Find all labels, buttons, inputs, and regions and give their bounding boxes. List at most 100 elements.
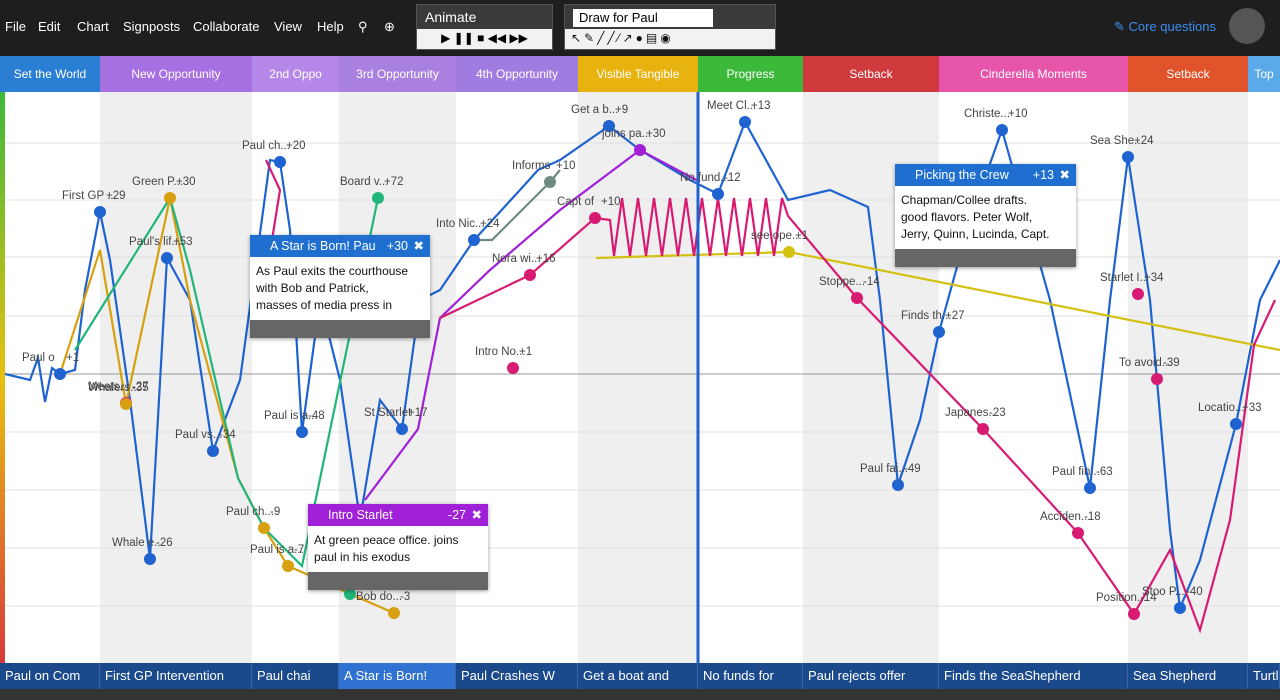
- menu-item[interactable]: Help: [317, 19, 344, 34]
- signpost[interactable]: 3rd Opportunity: [339, 56, 456, 92]
- scene[interactable]: Paul chai: [252, 663, 339, 689]
- plot-point[interactable]: [258, 522, 270, 534]
- card-title: Picking the Crew: [915, 168, 1009, 182]
- close-icon[interactable]: ✖: [1059, 168, 1070, 182]
- plot-point[interactable]: [933, 326, 945, 338]
- menu-item[interactable]: Signposts: [123, 19, 181, 34]
- plot-point[interactable]: [739, 116, 751, 128]
- point-score: -27: [132, 381, 149, 393]
- animate-title: Animate: [417, 5, 552, 29]
- scene[interactable]: Finds the SeaShepherd: [939, 663, 1128, 689]
- menu-item[interactable]: Collaborate: [193, 19, 260, 34]
- card-line: Jerry, Quinn, Lucinda, Capt.: [901, 227, 1050, 241]
- point-score: +20: [286, 140, 306, 152]
- plot-point[interactable]: [144, 553, 156, 565]
- signpost[interactable]: Visible Tangible: [578, 56, 698, 92]
- plot-point[interactable]: [54, 368, 66, 380]
- plot-point[interactable]: [603, 120, 615, 132]
- plot-point[interactable]: [892, 479, 904, 491]
- point-label: Informs: [512, 160, 551, 172]
- menu-item[interactable]: Edit: [38, 19, 61, 34]
- plot-point[interactable]: [164, 192, 176, 204]
- point-score: +27: [945, 310, 965, 322]
- close-icon[interactable]: ✖: [471, 508, 482, 522]
- scene[interactable]: Paul on Com: [0, 663, 100, 689]
- signpost[interactable]: Top: [1248, 56, 1280, 92]
- plot-point[interactable]: [1122, 151, 1134, 163]
- plot-point[interactable]: [396, 423, 408, 435]
- card-footer: [308, 572, 488, 590]
- playback-controls[interactable]: ▶ ❚❚ ■ ◀◀ ▶▶: [441, 31, 528, 45]
- note-card[interactable]: A Star is Born! Pau +30 ✖ As Paul exits the…: [250, 235, 430, 338]
- zoom-icon[interactable]: ⊕: [384, 19, 395, 34]
- plot-point[interactable]: [589, 212, 601, 224]
- signpost[interactable]: 2nd Oppo: [252, 56, 339, 92]
- menu-item[interactable]: View: [274, 19, 302, 34]
- plot-point[interactable]: [1072, 527, 1084, 539]
- plot-point[interactable]: [507, 362, 519, 374]
- scene[interactable]: Get a boat and: [578, 663, 698, 689]
- point-label: Stoppe...: [819, 276, 865, 288]
- plot-point[interactable]: [120, 398, 132, 410]
- plot-point[interactable]: [544, 176, 556, 188]
- plot-point[interactable]: [1151, 373, 1163, 385]
- point-score: -23: [989, 407, 1006, 419]
- avatar[interactable]: [1229, 8, 1265, 44]
- scene[interactable]: No funds for: [698, 663, 803, 689]
- plot-point[interactable]: [388, 607, 400, 619]
- plot-point[interactable]: [1084, 482, 1096, 494]
- plot-point[interactable]: [372, 192, 384, 204]
- plot-point[interactable]: [1132, 288, 1144, 300]
- plot-point[interactable]: [783, 246, 795, 258]
- point-label: Paul o: [22, 352, 55, 364]
- plot-point[interactable]: [524, 269, 536, 281]
- scene[interactable]: Sea Shepherd: [1128, 663, 1248, 689]
- plot-point[interactable]: [1128, 608, 1140, 620]
- draw-select[interactable]: Draw for Paul: [573, 9, 713, 27]
- plot-point[interactable]: [1230, 418, 1242, 430]
- plot-point[interactable]: [161, 252, 173, 264]
- signpost[interactable]: Set the World: [0, 56, 100, 92]
- signpost[interactable]: Cinderella Moments: [939, 56, 1128, 92]
- signpost[interactable]: Setback: [1128, 56, 1248, 92]
- draw-tools[interactable]: ↖✎╱╱⁄↗●▤◉: [571, 31, 674, 45]
- plot-point[interactable]: [207, 445, 219, 457]
- card-body: As Paul exits the courthouse with Bob and…: [250, 257, 430, 320]
- plot-point[interactable]: [712, 188, 724, 200]
- card-line: masses of media press in: [256, 298, 393, 312]
- menu-item[interactable]: Chart: [77, 19, 109, 34]
- plot-point[interactable]: [996, 124, 1008, 136]
- scene[interactable]: First GP Intervention: [100, 663, 252, 689]
- search-icon[interactable]: ⚲: [358, 19, 368, 34]
- scene[interactable]: Paul rejects offer: [803, 663, 939, 689]
- note-card[interactable]: Picking the Crew +13 ✖ Chapman/Collee draft…: [895, 164, 1076, 267]
- plot-point[interactable]: [468, 234, 480, 246]
- plot-point[interactable]: [344, 588, 356, 600]
- note-card[interactable]: Intro Starlet -27 ✖ At green peace office. …: [308, 504, 488, 590]
- scene[interactable]: Paul Crashes W: [456, 663, 578, 689]
- plot-point[interactable]: [634, 144, 646, 156]
- plot-point[interactable]: [94, 206, 106, 218]
- plot-point[interactable]: [282, 560, 294, 572]
- scene[interactable]: Turtl: [1248, 663, 1280, 689]
- signpost[interactable]: Progress: [698, 56, 803, 92]
- plot-point[interactable]: [851, 292, 863, 304]
- core-questions[interactable]: Core questions: [1128, 19, 1216, 34]
- menu-item[interactable]: File: [5, 19, 26, 34]
- plot-point[interactable]: [977, 423, 989, 435]
- card-line: good flavors. Peter Wolf,: [901, 210, 1033, 224]
- close-icon[interactable]: ✖: [413, 239, 424, 253]
- plot-point[interactable]: [1174, 602, 1186, 614]
- point-score: +1: [519, 346, 532, 358]
- point-score: +16: [536, 253, 556, 265]
- core-questions-link[interactable]: ✎ Core questions: [1114, 19, 1216, 34]
- signpost[interactable]: New Opportunity: [100, 56, 252, 92]
- signpost[interactable]: Setback: [803, 56, 939, 92]
- signpost[interactable]: 4th Opportunity: [456, 56, 578, 92]
- blue-line: [4, 119, 1280, 613]
- animate-panel: Animate ▶ ❚❚ ■ ◀◀ ▶▶: [416, 4, 553, 50]
- card-score: +30: [386, 239, 408, 253]
- scene[interactable]: A Star is Born!: [339, 663, 456, 689]
- plot-point[interactable]: [296, 426, 308, 438]
- plot-point[interactable]: [274, 156, 286, 168]
